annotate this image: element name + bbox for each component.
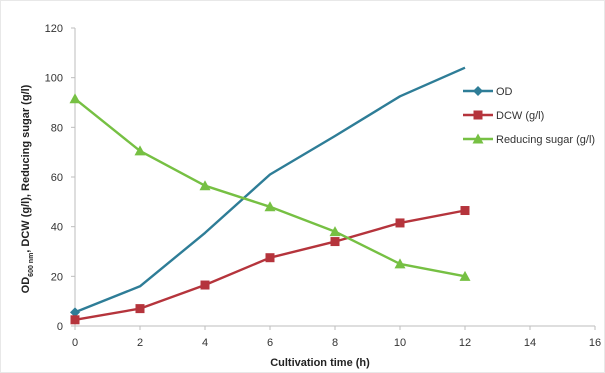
y-tick-label: 40 <box>51 222 63 234</box>
x-tick-label: 6 <box>267 337 273 349</box>
legend-label: DCW (g/l) <box>496 110 544 122</box>
legend-entry: DCW (g/l) <box>463 110 544 122</box>
data-point <box>264 201 276 212</box>
series-2 <box>70 206 470 325</box>
legend-swatch-marker <box>473 86 483 96</box>
data-point <box>69 93 81 104</box>
data-point <box>460 206 470 216</box>
x-tick-label: 10 <box>394 337 406 349</box>
series-3 <box>69 93 471 281</box>
x-tick-label: 0 <box>72 337 78 349</box>
legend-swatch-marker <box>472 133 484 144</box>
y-axis-title: OD600 nm, DCW (g/l), Reducing sugar (g/l… <box>20 84 35 293</box>
y-tick-label: 120 <box>45 23 63 35</box>
data-point <box>329 226 341 237</box>
y-tick-label: 100 <box>45 73 63 85</box>
data-point <box>135 304 145 314</box>
x-tick-label: 16 <box>589 337 601 349</box>
y-axis-title-pre: OD <box>20 277 32 294</box>
x-axis-title: Cultivation time (h) <box>270 357 370 369</box>
x-tick-label: 8 <box>332 337 338 349</box>
x-tick-label: 12 <box>459 337 471 349</box>
y-axis-title-post: , DCW (g/l), Reducing sugar (g/l) <box>20 84 32 252</box>
axes: 0 20 40 60 80 100 120 0 2 4 6 8 10 12 14 16 <box>45 23 601 349</box>
data-point <box>395 218 405 228</box>
series-line <box>74 97 466 278</box>
y-axis-title-sub: 600 nm <box>28 253 35 277</box>
data-point <box>459 270 471 281</box>
y-tick-label: 60 <box>51 172 63 184</box>
x-tick-label: 4 <box>202 337 208 349</box>
legend-label: OD <box>496 86 513 98</box>
legend-swatch-marker <box>473 110 483 120</box>
data-point <box>134 145 146 156</box>
data-point <box>70 315 80 325</box>
x-tick-label: 2 <box>137 337 143 349</box>
legend-entry: OD <box>463 86 513 98</box>
series-line <box>74 66 466 314</box>
y-tick-label: 20 <box>51 271 63 283</box>
legend-entry: Reducing sugar (g/l) <box>463 133 595 146</box>
plot-area <box>69 66 471 325</box>
data-point <box>70 307 80 318</box>
data-point <box>394 258 406 269</box>
series-1 <box>70 66 466 318</box>
y-tick-label: 80 <box>51 122 63 134</box>
legend: OD DCW (g/l) Reducing sugar (g/l) <box>463 86 595 146</box>
data-point <box>330 237 340 247</box>
data-point <box>199 180 211 191</box>
x-tick-label: 14 <box>524 337 536 349</box>
legend-label: Reducing sugar (g/l) <box>496 134 595 146</box>
data-point <box>265 253 275 263</box>
y-tick-label: 0 <box>57 321 63 333</box>
data-point <box>200 280 210 290</box>
